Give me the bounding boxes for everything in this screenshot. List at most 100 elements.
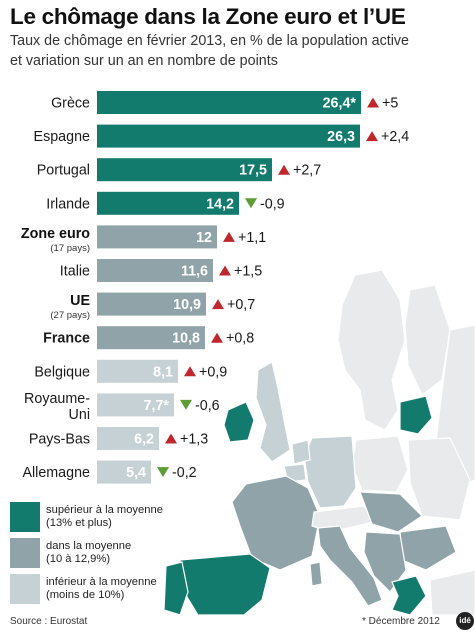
- category-label-royaume-uni-line2: Uni: [69, 407, 90, 423]
- legend-swatch-mid: [10, 538, 40, 568]
- change-label-belgique: +0,9: [199, 364, 227, 380]
- up-arrow-icon-belgique: [184, 366, 196, 377]
- change-label-portugal: +2,7: [293, 163, 321, 179]
- legend-label-mid: dans la moyenne: [46, 540, 132, 552]
- value-label-ue: 10,9: [173, 297, 201, 313]
- down-arrow-icon-irlande: [245, 198, 257, 209]
- value-label-france: 10,8: [172, 331, 200, 347]
- value-label-espagne: 26,3: [327, 129, 355, 145]
- up-arrow-icon-ue: [212, 299, 224, 310]
- up-arrow-icon-zone-euro: [223, 231, 235, 242]
- category-label-grece: Grèce: [51, 96, 90, 112]
- map-ukraine-belarus: [407, 437, 471, 521]
- map-netherlands: [291, 439, 311, 465]
- change-label-italie: +1,5: [234, 264, 262, 280]
- category-label-allemagne: Allemagne: [22, 465, 90, 481]
- legend-swatch-low: [10, 574, 40, 604]
- source-text: Source : Eurostat: [10, 616, 88, 627]
- map-france: [231, 475, 321, 571]
- map-romania-bulgaria: [399, 525, 457, 571]
- legend-range-mid: (10 à 12,9%): [46, 553, 111, 565]
- value-label-allemagne: 5,4: [126, 465, 146, 481]
- map-sardinia: [309, 561, 323, 587]
- map-turkey: [429, 569, 475, 615]
- legend-swatch-high: [10, 502, 40, 532]
- change-label-grece: +5: [382, 96, 398, 112]
- change-label-zone-euro: +1,1: [238, 230, 266, 246]
- category-label-portugal: Portugal: [37, 163, 90, 179]
- value-label-zone-euro: 12: [196, 230, 212, 246]
- change-label-irlande: -0,9: [260, 196, 285, 212]
- up-arrow-icon-pays-bas: [165, 433, 177, 444]
- value-label-belgique: 8,1: [153, 364, 173, 380]
- category-note-zone-euro: (17 pays): [50, 243, 90, 254]
- bar-ue: [97, 292, 206, 316]
- map-portugal: [163, 561, 189, 615]
- bar-irlande: [97, 191, 239, 215]
- bar-france: [97, 326, 205, 350]
- europe-map: [163, 270, 475, 615]
- map-spain: [179, 553, 271, 615]
- chart-subtitle-line2: et variation sur un an en nombre de poin…: [10, 53, 278, 69]
- legend-label-high: supérieur à la moyenne: [46, 504, 163, 516]
- value-label-pays-bas: 6,2: [134, 432, 154, 448]
- change-label-allemagne: -0,2: [172, 465, 197, 481]
- up-arrow-icon-portugal: [278, 164, 290, 175]
- change-label-france: +0,8: [226, 331, 254, 347]
- chart-title: Le chômage dans la Zone euro et l’UE: [10, 4, 406, 29]
- change-label-ue: +0,7: [227, 297, 255, 313]
- change-label-pays-bas: +1,3: [180, 432, 208, 448]
- bar-grece: [97, 91, 361, 114]
- category-label-pays-bas: Pays-Bas: [29, 432, 90, 448]
- category-label-irlande: Irlande: [46, 196, 90, 212]
- category-label-italie: Italie: [60, 264, 90, 280]
- value-label-royaume-uni: 7,7*: [144, 398, 170, 414]
- map-scandinavia: [337, 270, 406, 431]
- legend-range-low: (moins de 10%): [46, 589, 125, 601]
- change-label-royaume-uni: -0,6: [195, 398, 220, 414]
- up-arrow-icon-italie: [219, 265, 231, 276]
- down-arrow-icon-allemagne: [157, 467, 169, 478]
- bar-allemagne: [97, 460, 151, 484]
- bar-portugal: [97, 158, 272, 182]
- category-label-royaume-uni-line1: Royaume-: [24, 391, 90, 407]
- chart-subtitle-line1: Taux de chômage en février 2013, en % de…: [10, 33, 409, 49]
- up-arrow-icon-france: [211, 332, 223, 343]
- legend-item-high: supérieur à la moyenne (13% et plus): [10, 500, 182, 534]
- legend-item-mid: dans la moyenne (10 à 12,9%): [10, 536, 182, 570]
- map-finland: [404, 284, 451, 396]
- down-arrow-icon-royaume-uni: [180, 399, 192, 410]
- value-label-italie: 11,6: [181, 264, 208, 280]
- value-label-grece: 26,4*: [323, 96, 357, 112]
- map-czech-hungary: [359, 491, 423, 533]
- bar-zone-euro: [97, 225, 217, 249]
- map-balkans: [363, 531, 407, 593]
- value-label-irlande: 14,2: [206, 196, 234, 212]
- legend: supérieur à la moyenne (13% et plus) dan…: [10, 500, 182, 608]
- map-switzerland-austria: [311, 505, 375, 533]
- map-united-kingdom: [255, 361, 291, 463]
- legend-label-low: inférieur à la moyenne: [46, 576, 157, 588]
- map-ireland: [223, 401, 255, 443]
- up-arrow-icon-grece: [367, 97, 379, 108]
- category-label-zone-euro: Zone euro: [21, 226, 90, 242]
- category-label-ue: UE: [70, 293, 90, 309]
- bar-italie: [97, 259, 213, 282]
- legend-range-high: (13% et plus): [46, 517, 112, 529]
- legend-item-low: inférieur à la moyenne (moins de 10%): [10, 572, 182, 606]
- map-italy: [317, 525, 383, 607]
- up-arrow-icon-espagne: [366, 131, 378, 142]
- bar-pays-bas: [97, 427, 159, 450]
- category-note-ue: (27 pays): [50, 310, 90, 321]
- bar-royaume-uni: [97, 393, 174, 417]
- bar-chart: Grèce 26,4* +5 Espagne 26,3 +2,4 Portugal 17,5 +…: [21, 91, 409, 484]
- footnote-text: * Décembre 2012: [362, 616, 440, 627]
- category-label-belgique: Belgique: [34, 364, 90, 380]
- bar-belgique: [97, 359, 178, 383]
- map-baltics: [399, 395, 433, 435]
- value-label-portugal: 17,5: [239, 163, 267, 179]
- map-countries: [163, 270, 475, 615]
- publisher-logo: idé: [456, 612, 474, 630]
- category-label-espagne: Espagne: [34, 129, 90, 145]
- change-label-espagne: +2,4: [381, 129, 409, 145]
